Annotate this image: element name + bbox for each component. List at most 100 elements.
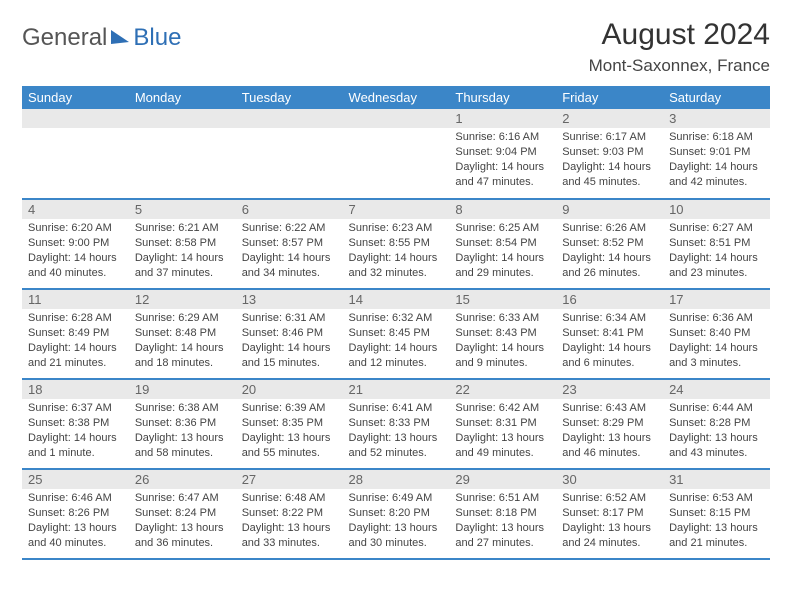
calendar-cell: 4Sunrise: 6:20 AMSunset: 9:00 PMDaylight… [22, 199, 129, 289]
calendar-day-header: Thursday [449, 86, 556, 109]
calendar-cell: 19Sunrise: 6:38 AMSunset: 8:36 PMDayligh… [129, 379, 236, 469]
daylight-line: Daylight: 14 hours and 21 minutes. [28, 341, 123, 371]
day-number: 13 [236, 290, 343, 309]
day-details: Sunrise: 6:37 AMSunset: 8:38 PMDaylight:… [22, 399, 129, 464]
sunset-line: Sunset: 8:31 PM [455, 416, 550, 431]
daylight-line: Daylight: 13 hours and 43 minutes. [669, 431, 764, 461]
day-number: 10 [663, 200, 770, 219]
sunrise-line: Sunrise: 6:17 AM [562, 130, 657, 145]
sunset-line: Sunset: 9:00 PM [28, 236, 123, 251]
day-details: Sunrise: 6:44 AMSunset: 8:28 PMDaylight:… [663, 399, 770, 464]
calendar-cell: 12Sunrise: 6:29 AMSunset: 8:48 PMDayligh… [129, 289, 236, 379]
sunrise-line: Sunrise: 6:34 AM [562, 311, 657, 326]
sunrise-line: Sunrise: 6:42 AM [455, 401, 550, 416]
sunrise-line: Sunrise: 6:44 AM [669, 401, 764, 416]
sunrise-line: Sunrise: 6:37 AM [28, 401, 123, 416]
sunrise-line: Sunrise: 6:25 AM [455, 221, 550, 236]
sunset-line: Sunset: 8:20 PM [349, 506, 444, 521]
sunrise-line: Sunrise: 6:43 AM [562, 401, 657, 416]
page-subtitle: Mont-Saxonnex, France [589, 56, 770, 76]
header: General Blue August 2024 Mont-Saxonnex, … [22, 18, 770, 76]
day-number: 23 [556, 380, 663, 399]
sunset-line: Sunset: 8:54 PM [455, 236, 550, 251]
sunset-line: Sunset: 8:28 PM [669, 416, 764, 431]
daylight-line: Daylight: 13 hours and 27 minutes. [455, 521, 550, 551]
day-number: 17 [663, 290, 770, 309]
calendar-cell: 13Sunrise: 6:31 AMSunset: 8:46 PMDayligh… [236, 289, 343, 379]
calendar-day-header: Friday [556, 86, 663, 109]
calendar-page: General Blue August 2024 Mont-Saxonnex, … [0, 0, 792, 560]
calendar-cell: 25Sunrise: 6:46 AMSunset: 8:26 PMDayligh… [22, 469, 129, 559]
calendar-day-header: Monday [129, 86, 236, 109]
sunrise-line: Sunrise: 6:53 AM [669, 491, 764, 506]
day-number: 30 [556, 470, 663, 489]
sunrise-line: Sunrise: 6:46 AM [28, 491, 123, 506]
calendar-header-row: SundayMondayTuesdayWednesdayThursdayFrid… [22, 86, 770, 109]
day-number-empty [22, 109, 129, 128]
sunset-line: Sunset: 8:35 PM [242, 416, 337, 431]
day-details: Sunrise: 6:17 AMSunset: 9:03 PMDaylight:… [556, 128, 663, 193]
day-details: Sunrise: 6:52 AMSunset: 8:17 PMDaylight:… [556, 489, 663, 554]
day-number: 4 [22, 200, 129, 219]
day-number: 21 [343, 380, 450, 399]
calendar-cell: 29Sunrise: 6:51 AMSunset: 8:18 PMDayligh… [449, 469, 556, 559]
sunset-line: Sunset: 8:51 PM [669, 236, 764, 251]
calendar-cell: 9Sunrise: 6:26 AMSunset: 8:52 PMDaylight… [556, 199, 663, 289]
day-number: 8 [449, 200, 556, 219]
day-details: Sunrise: 6:49 AMSunset: 8:20 PMDaylight:… [343, 489, 450, 554]
sunset-line: Sunset: 9:04 PM [455, 145, 550, 160]
daylight-line: Daylight: 14 hours and 1 minute. [28, 431, 123, 461]
calendar-cell: 2Sunrise: 6:17 AMSunset: 9:03 PMDaylight… [556, 109, 663, 199]
logo: General Blue [22, 24, 181, 52]
daylight-line: Daylight: 14 hours and 9 minutes. [455, 341, 550, 371]
sunrise-line: Sunrise: 6:23 AM [349, 221, 444, 236]
calendar-cell: 16Sunrise: 6:34 AMSunset: 8:41 PMDayligh… [556, 289, 663, 379]
daylight-line: Daylight: 13 hours and 46 minutes. [562, 431, 657, 461]
calendar-cell: 14Sunrise: 6:32 AMSunset: 8:45 PMDayligh… [343, 289, 450, 379]
day-details: Sunrise: 6:39 AMSunset: 8:35 PMDaylight:… [236, 399, 343, 464]
sunrise-line: Sunrise: 6:31 AM [242, 311, 337, 326]
sunset-line: Sunset: 8:26 PM [28, 506, 123, 521]
logo-text-blue: Blue [133, 24, 181, 52]
day-number: 7 [343, 200, 450, 219]
day-number: 6 [236, 200, 343, 219]
daylight-line: Daylight: 13 hours and 24 minutes. [562, 521, 657, 551]
day-number: 1 [449, 109, 556, 128]
calendar-cell: 21Sunrise: 6:41 AMSunset: 8:33 PMDayligh… [343, 379, 450, 469]
day-number: 24 [663, 380, 770, 399]
day-number-empty [129, 109, 236, 128]
sunset-line: Sunset: 8:15 PM [669, 506, 764, 521]
sunrise-line: Sunrise: 6:16 AM [455, 130, 550, 145]
sunrise-line: Sunrise: 6:26 AM [562, 221, 657, 236]
calendar-cell: 27Sunrise: 6:48 AMSunset: 8:22 PMDayligh… [236, 469, 343, 559]
sunrise-line: Sunrise: 6:29 AM [135, 311, 230, 326]
day-number: 14 [343, 290, 450, 309]
sunset-line: Sunset: 8:22 PM [242, 506, 337, 521]
sunrise-line: Sunrise: 6:18 AM [669, 130, 764, 145]
daylight-line: Daylight: 14 hours and 23 minutes. [669, 251, 764, 281]
day-details: Sunrise: 6:31 AMSunset: 8:46 PMDaylight:… [236, 309, 343, 374]
calendar-day-header: Saturday [663, 86, 770, 109]
day-number: 15 [449, 290, 556, 309]
sunset-line: Sunset: 8:49 PM [28, 326, 123, 341]
day-details: Sunrise: 6:38 AMSunset: 8:36 PMDaylight:… [129, 399, 236, 464]
calendar-cell: 11Sunrise: 6:28 AMSunset: 8:49 PMDayligh… [22, 289, 129, 379]
day-number: 2 [556, 109, 663, 128]
daylight-line: Daylight: 13 hours and 55 minutes. [242, 431, 337, 461]
daylight-line: Daylight: 14 hours and 47 minutes. [455, 160, 550, 190]
sunrise-line: Sunrise: 6:21 AM [135, 221, 230, 236]
day-details: Sunrise: 6:51 AMSunset: 8:18 PMDaylight:… [449, 489, 556, 554]
day-details: Sunrise: 6:48 AMSunset: 8:22 PMDaylight:… [236, 489, 343, 554]
sunset-line: Sunset: 8:17 PM [562, 506, 657, 521]
sunset-line: Sunset: 8:36 PM [135, 416, 230, 431]
calendar-cell: 7Sunrise: 6:23 AMSunset: 8:55 PMDaylight… [343, 199, 450, 289]
daylight-line: Daylight: 14 hours and 40 minutes. [28, 251, 123, 281]
sunset-line: Sunset: 8:46 PM [242, 326, 337, 341]
calendar-week-row: 11Sunrise: 6:28 AMSunset: 8:49 PMDayligh… [22, 289, 770, 379]
day-details: Sunrise: 6:22 AMSunset: 8:57 PMDaylight:… [236, 219, 343, 284]
sunrise-line: Sunrise: 6:38 AM [135, 401, 230, 416]
sunrise-line: Sunrise: 6:32 AM [349, 311, 444, 326]
day-number: 9 [556, 200, 663, 219]
calendar-cell: 17Sunrise: 6:36 AMSunset: 8:40 PMDayligh… [663, 289, 770, 379]
day-number: 12 [129, 290, 236, 309]
